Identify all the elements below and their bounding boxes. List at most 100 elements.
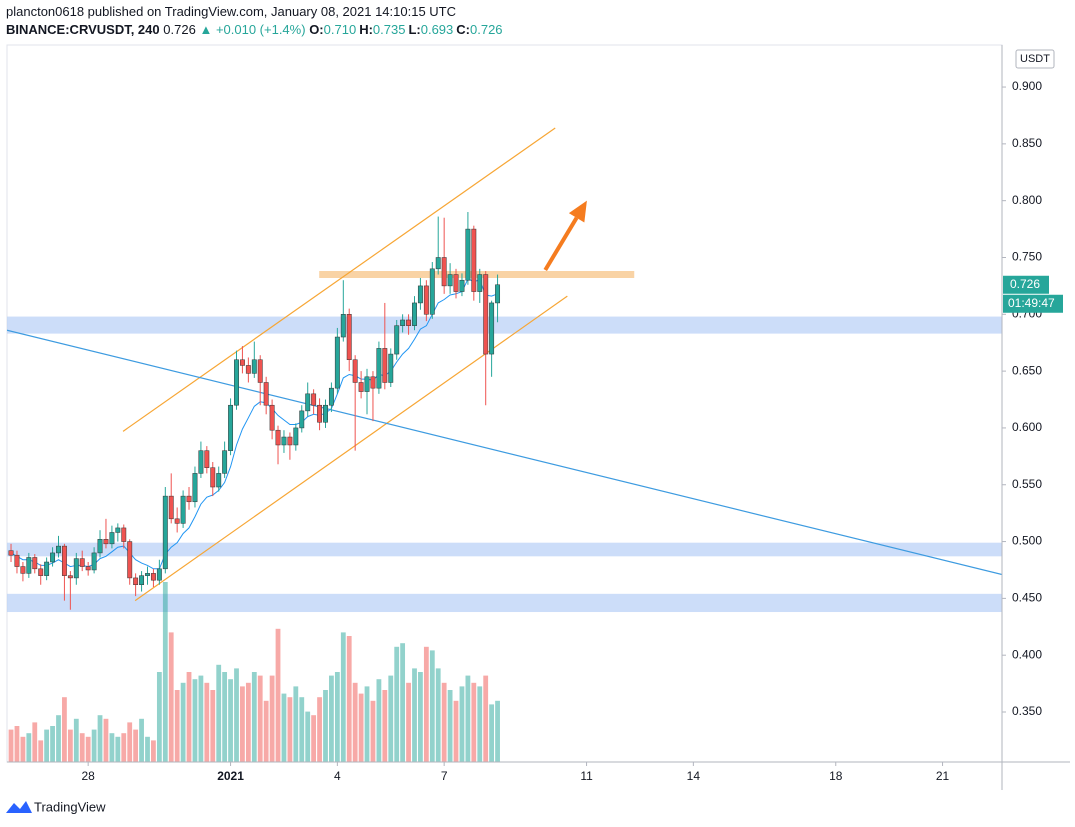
countdown: 01:49:47	[1008, 296, 1055, 310]
volume-bar	[32, 722, 38, 762]
brand-logo: TradingView	[6, 799, 106, 814]
volume-bar	[210, 690, 216, 762]
candle-body	[61, 545, 67, 576]
symbol: BINANCE:CRVUSDT, 240	[6, 22, 160, 37]
change: +0.010 (+1.4%)	[215, 22, 306, 37]
volume-bar	[8, 729, 14, 762]
candle-body	[281, 436, 287, 446]
candle-body	[20, 566, 26, 574]
candle-body	[216, 473, 222, 488]
candle-body	[471, 228, 477, 292]
candle-body	[145, 573, 150, 576]
trend-line	[7, 329, 1002, 576]
volume-bar	[180, 682, 186, 762]
volume-bar	[245, 682, 251, 762]
volume-bar	[323, 690, 328, 762]
y-tick-label: 0.850	[1012, 136, 1042, 150]
volume-bar	[305, 711, 311, 762]
candle-body	[388, 353, 394, 383]
candle-body	[97, 539, 103, 554]
support-zone	[7, 316, 1002, 334]
candle-body	[251, 359, 257, 374]
candle-body	[56, 545, 61, 554]
candle-body	[204, 450, 210, 468]
volume-bar	[162, 582, 168, 762]
candle-body	[192, 473, 198, 503]
x-tick-label: 14	[687, 769, 701, 783]
x-tick-label: 28	[81, 769, 95, 783]
trend-line	[134, 295, 568, 602]
volume-bar	[406, 682, 411, 762]
volume-bar	[91, 729, 97, 762]
candle-body	[370, 376, 376, 389]
candle-body	[406, 319, 412, 326]
volume-bar	[447, 690, 453, 762]
x-tick-label: 7	[441, 769, 448, 783]
candle-body	[441, 257, 447, 287]
candle-body	[263, 382, 269, 406]
candle-body	[222, 450, 228, 474]
volume-bar	[489, 704, 495, 762]
brand: TradingView	[34, 799, 106, 814]
ohlc-value: 0.726	[470, 22, 503, 37]
candle-body	[483, 274, 489, 355]
volume-bar	[240, 686, 245, 762]
candle-body	[73, 558, 79, 579]
header-line-2: BINANCE:CRVUSDT, 240 0.726 ▲ +0.010 (+1.…	[6, 22, 506, 37]
y-tick-label: 0.500	[1012, 534, 1042, 548]
logo-icon	[6, 801, 32, 813]
candle-body	[465, 228, 471, 281]
y-tick-label: 0.650	[1012, 363, 1042, 377]
volume-bar	[317, 697, 322, 762]
ohlc-value: 0.735	[372, 22, 406, 37]
candle-body	[127, 541, 133, 579]
volume-bar	[412, 668, 417, 762]
candle-body	[417, 285, 423, 304]
volume-bar	[275, 628, 281, 762]
volume-bar	[156, 672, 162, 762]
plot-area	[6, 44, 1003, 763]
candle-body	[382, 348, 388, 383]
candle-body	[109, 532, 115, 545]
candle-body	[299, 410, 305, 429]
candle-body	[394, 325, 400, 355]
candle-body	[275, 429, 281, 446]
candle-body	[376, 348, 382, 389]
volume-bar	[358, 693, 364, 762]
volume-bar	[334, 672, 340, 762]
volume-bar	[139, 718, 144, 762]
volume-bar	[257, 675, 263, 762]
candle-body	[412, 302, 417, 326]
volume-bar	[388, 675, 394, 762]
y-tick-label: 0.800	[1012, 193, 1042, 207]
candle-body	[210, 467, 216, 488]
y-tick-label: 0.750	[1012, 250, 1042, 264]
x-tick-label: 11	[580, 769, 593, 783]
y-tick-label: 0.350	[1012, 704, 1042, 718]
candle-body	[156, 568, 162, 581]
arrow-head	[568, 200, 587, 223]
candle-body	[91, 552, 97, 571]
volume-bar	[228, 679, 233, 762]
volume-bar	[299, 697, 305, 762]
volume-bar	[382, 690, 388, 762]
volume-bar	[216, 664, 222, 762]
volume-bar	[198, 675, 204, 762]
volume-bar	[441, 682, 447, 762]
up-triangle: ▲	[199, 22, 213, 37]
volume-bar	[400, 643, 406, 762]
y-tick-label: 0.400	[1012, 647, 1042, 661]
ohlc-value: 0.693	[420, 22, 454, 37]
candle-body	[311, 393, 317, 406]
volume-bar	[127, 722, 133, 762]
candle-body	[423, 285, 429, 315]
candle-body	[228, 404, 234, 451]
volume-bar	[50, 726, 55, 762]
volume-bar	[311, 715, 317, 762]
candle-body	[400, 319, 406, 326]
volume-bar	[459, 686, 465, 762]
volume-bar	[352, 682, 358, 762]
candle-body	[115, 527, 121, 533]
volume-bar	[121, 733, 127, 762]
volume-bar	[103, 718, 109, 762]
